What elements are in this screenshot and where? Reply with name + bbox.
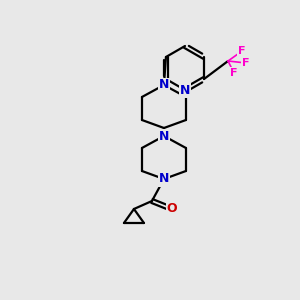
Text: F: F: [242, 58, 250, 68]
Text: O: O: [167, 202, 177, 215]
Text: N: N: [159, 79, 169, 92]
Text: F: F: [230, 68, 238, 78]
Text: F: F: [238, 46, 246, 56]
Text: N: N: [159, 172, 169, 185]
Text: N: N: [180, 83, 190, 97]
Text: N: N: [159, 130, 169, 142]
